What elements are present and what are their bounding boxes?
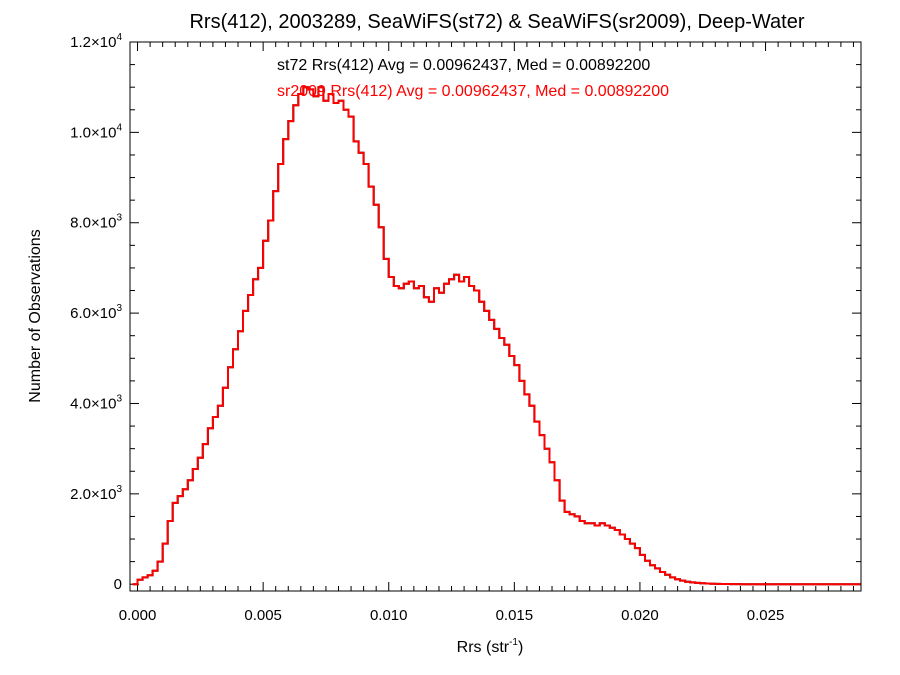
x-tick-label: 0.005 xyxy=(244,607,282,624)
x-tick-label: 0.025 xyxy=(747,607,785,624)
annotations: st72 Rrs(412) Avg = 0.00962437, Med = 0.… xyxy=(277,57,669,100)
x-axis-label-exponent: -1 xyxy=(509,637,518,648)
series-layer xyxy=(132,86,861,586)
y-tick-label: 0 xyxy=(114,576,122,593)
x-axis-label-main: Rrs (str xyxy=(457,639,510,656)
y-tick-label: 1.0×104 xyxy=(70,122,122,141)
x-tick-label: 0.000 xyxy=(119,607,157,624)
annotation-text: sr2009 Rrs(412) Avg = 0.00962437, Med = … xyxy=(277,83,669,100)
y-tick-label: 1.2×104 xyxy=(70,32,122,51)
x-axis-label-close: ) xyxy=(518,639,523,656)
series-sr2009-line xyxy=(132,86,861,586)
y-axis-label: Number of Observations xyxy=(27,229,44,402)
x-tick-label: 0.020 xyxy=(621,607,659,624)
y-tick-label: 6.0×103 xyxy=(70,303,122,322)
x-tick-label: 0.010 xyxy=(370,607,408,624)
y-tick-label: 2.0×103 xyxy=(70,484,122,503)
x-axis: 0.000 0.005 0.010 0.015 0.020 0.025 xyxy=(119,42,854,624)
plot-frame xyxy=(129,41,862,592)
annotation-text: st72 Rrs(412) Avg = 0.00962437, Med = 0.… xyxy=(277,57,650,74)
chart-title: Rrs(412), 2003289, SeaWiFS(st72) & SeaWi… xyxy=(189,11,804,33)
x-tick-label: 0.015 xyxy=(496,607,534,624)
y-tick-label: 4.0×103 xyxy=(70,393,122,412)
x-axis-label: Rrs (str-1) xyxy=(457,637,524,656)
y-tick-label: 8.0×103 xyxy=(70,213,122,232)
series-st72-line xyxy=(132,86,861,586)
y-axis: 0 2.0×103 4.0×103 6.0×103 8.0×103 1.0×104 1.2×… xyxy=(70,32,861,593)
